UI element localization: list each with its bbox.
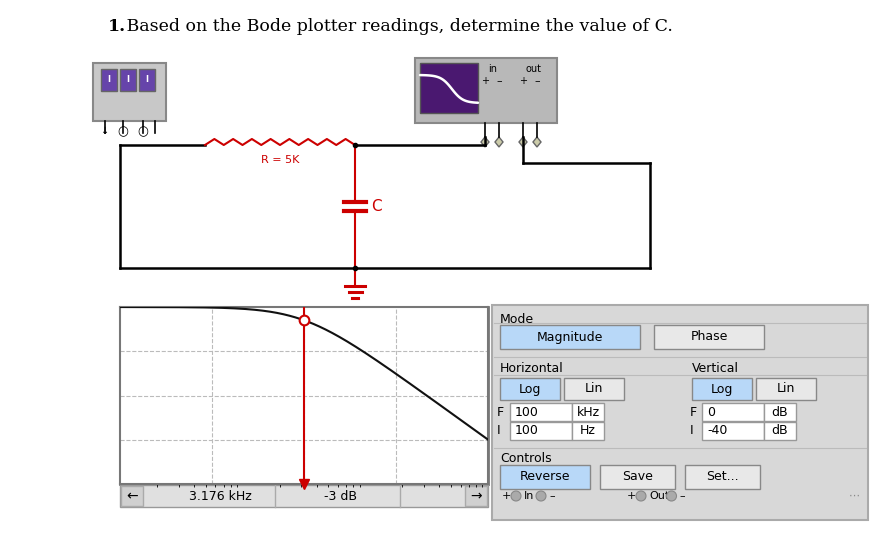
- Bar: [120, 485, 488, 507]
- Circle shape: [636, 491, 646, 501]
- Text: +: +: [519, 76, 527, 86]
- Text: –: –: [680, 491, 685, 501]
- Text: out: out: [525, 64, 541, 74]
- Bar: [120, 307, 488, 484]
- FancyBboxPatch shape: [692, 378, 752, 400]
- Text: I: I: [497, 424, 501, 437]
- Text: Phase: Phase: [691, 331, 728, 343]
- Text: Log: Log: [519, 382, 541, 395]
- Bar: [702, 422, 764, 440]
- Text: Based on the Bode plotter readings, determine the value of C.: Based on the Bode plotter readings, dete…: [121, 18, 673, 35]
- Polygon shape: [519, 137, 527, 147]
- Bar: [415, 58, 557, 123]
- Text: I: I: [108, 76, 110, 84]
- Text: Mode: Mode: [500, 313, 534, 326]
- Text: F: F: [690, 405, 697, 418]
- Bar: [420, 63, 478, 113]
- Text: Reverse: Reverse: [520, 471, 570, 484]
- FancyBboxPatch shape: [500, 378, 560, 400]
- Text: dB: dB: [772, 405, 789, 418]
- Text: 3.176 kHz: 3.176 kHz: [189, 490, 252, 503]
- FancyBboxPatch shape: [500, 465, 590, 489]
- Text: –: –: [549, 491, 555, 501]
- Bar: [510, 422, 572, 440]
- FancyBboxPatch shape: [654, 325, 764, 349]
- Text: I: I: [146, 76, 148, 84]
- Text: 1.: 1.: [108, 18, 126, 35]
- FancyBboxPatch shape: [500, 325, 640, 349]
- Bar: [510, 403, 572, 421]
- Text: Lin: Lin: [777, 382, 796, 395]
- FancyBboxPatch shape: [756, 378, 816, 400]
- FancyBboxPatch shape: [564, 378, 624, 400]
- Bar: [764, 422, 796, 440]
- Circle shape: [667, 491, 676, 501]
- Text: +: +: [481, 76, 489, 86]
- Text: 100: 100: [515, 424, 539, 437]
- Polygon shape: [495, 137, 503, 147]
- Text: C: C: [371, 199, 381, 214]
- Text: -40: -40: [707, 424, 728, 437]
- Text: ⋯: ⋯: [849, 491, 860, 501]
- Text: Lin: Lin: [585, 382, 603, 395]
- Text: I: I: [126, 76, 130, 84]
- Bar: [702, 403, 764, 421]
- Text: 100: 100: [515, 405, 539, 418]
- Text: →: →: [470, 489, 482, 503]
- Text: dB: dB: [772, 424, 789, 437]
- FancyBboxPatch shape: [600, 465, 675, 489]
- Circle shape: [536, 491, 546, 501]
- Text: -3 dB: -3 dB: [323, 490, 357, 503]
- Text: ○: ○: [117, 125, 128, 138]
- Bar: [139, 69, 155, 91]
- Text: Set...: Set...: [706, 471, 739, 484]
- Text: ○: ○: [138, 125, 148, 138]
- Text: Save: Save: [622, 471, 653, 484]
- Text: ↓: ↓: [101, 126, 109, 136]
- Text: Log: Log: [711, 382, 733, 395]
- Text: Hz: Hz: [580, 424, 596, 437]
- Text: F: F: [497, 405, 504, 418]
- Text: Horizontal: Horizontal: [500, 362, 563, 375]
- Text: 0: 0: [707, 405, 715, 418]
- Text: –: –: [534, 76, 540, 86]
- Text: +: +: [502, 491, 511, 501]
- Polygon shape: [533, 137, 541, 147]
- Polygon shape: [481, 137, 489, 147]
- Bar: [465, 486, 487, 506]
- Text: R = 5K: R = 5K: [260, 155, 299, 165]
- Text: ←: ←: [126, 489, 138, 503]
- Text: I: I: [690, 424, 694, 437]
- Text: –: –: [496, 76, 502, 86]
- Bar: [101, 69, 117, 91]
- Circle shape: [511, 491, 521, 501]
- Bar: [93, 63, 166, 121]
- Bar: [764, 403, 796, 421]
- Bar: [121, 486, 143, 506]
- Text: Magnitude: Magnitude: [537, 331, 603, 343]
- Bar: [572, 422, 604, 440]
- Text: +: +: [627, 491, 637, 501]
- Text: Vertical: Vertical: [692, 362, 739, 375]
- Text: in: in: [488, 64, 497, 74]
- Text: Controls: Controls: [500, 452, 552, 465]
- Text: kHz: kHz: [577, 405, 600, 418]
- Bar: [120, 69, 136, 91]
- Text: Out: Out: [649, 491, 669, 501]
- Bar: [572, 403, 604, 421]
- Text: In: In: [524, 491, 534, 501]
- FancyBboxPatch shape: [685, 465, 760, 489]
- Bar: [492, 305, 868, 520]
